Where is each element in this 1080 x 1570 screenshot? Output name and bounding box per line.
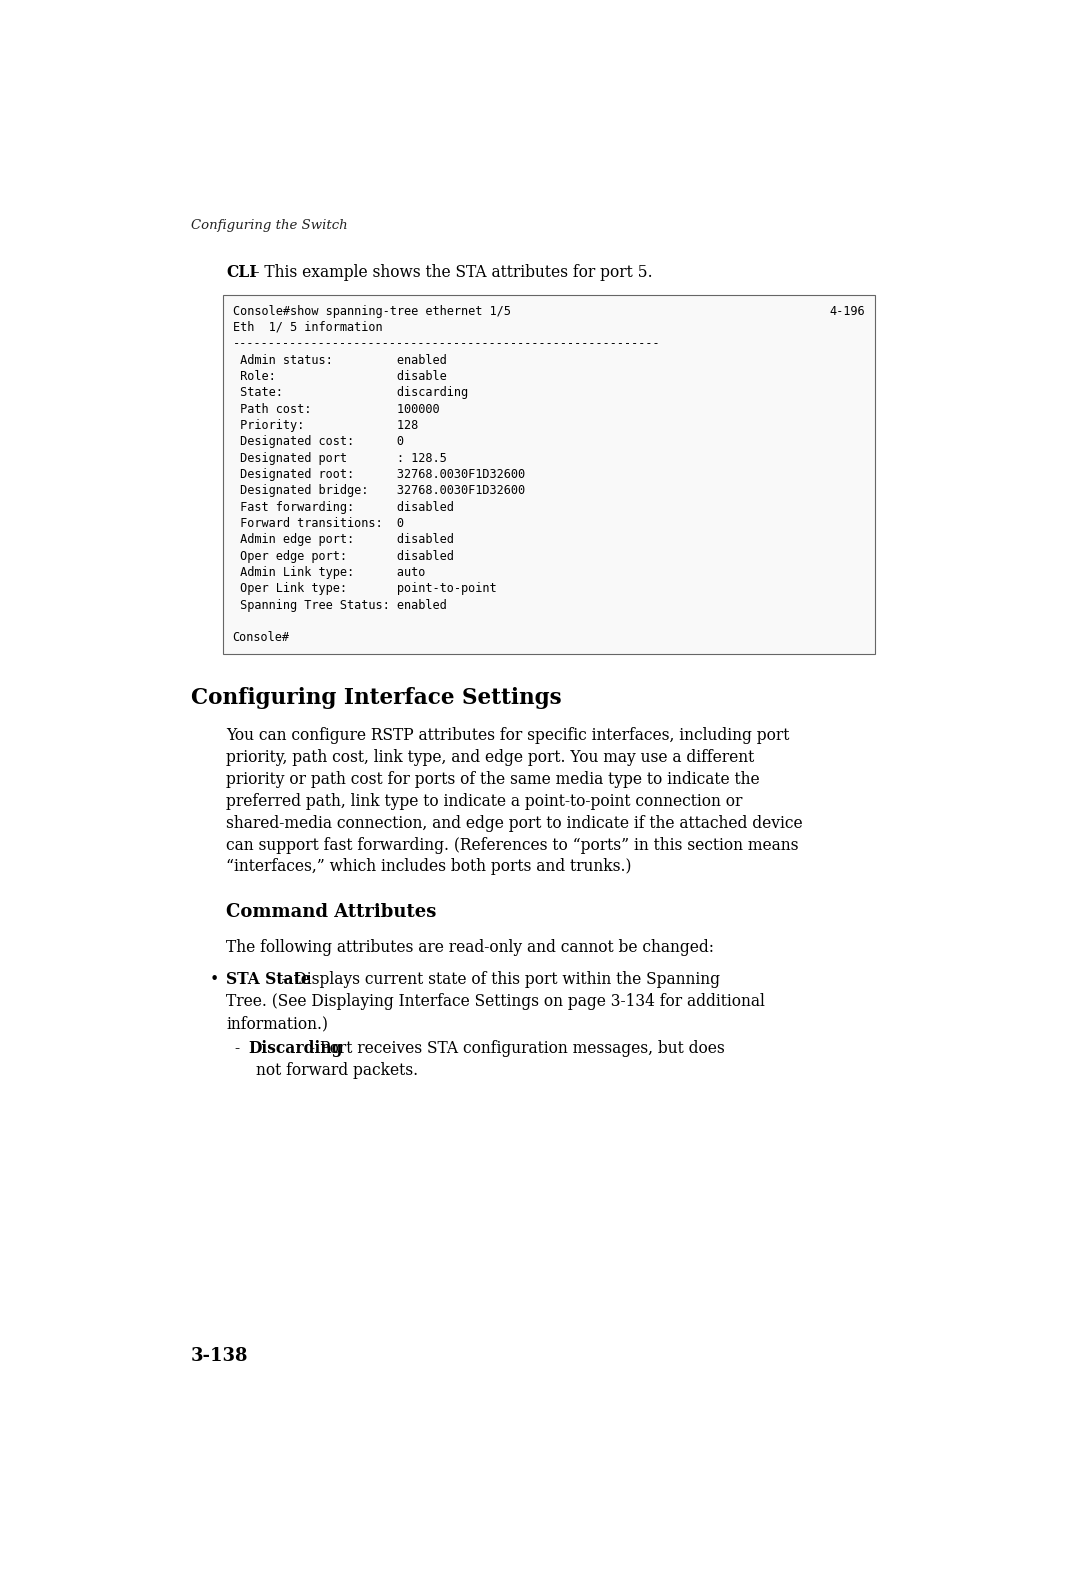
Text: can support fast forwarding. (References to “ports” in this section means: can support fast forwarding. (References… <box>227 837 799 854</box>
Text: •: • <box>210 972 218 988</box>
Text: State:                discarding: State: discarding <box>232 386 468 399</box>
Text: Console#show spanning-tree ethernet 1/5: Console#show spanning-tree ethernet 1/5 <box>232 305 511 317</box>
Text: Admin Link type:      auto: Admin Link type: auto <box>232 565 426 579</box>
Text: “interfaces,” which includes both ports and trunks.): “interfaces,” which includes both ports … <box>227 859 632 876</box>
Text: STA State: STA State <box>227 972 311 988</box>
Text: Fast forwarding:      disabled: Fast forwarding: disabled <box>232 501 454 513</box>
Text: priority or path cost for ports of the same media type to indicate the: priority or path cost for ports of the s… <box>227 771 760 788</box>
Text: Discarding: Discarding <box>248 1041 342 1057</box>
Text: Oper edge port:       disabled: Oper edge port: disabled <box>232 550 454 562</box>
Bar <box>222 295 875 655</box>
Text: CLI: CLI <box>227 264 257 281</box>
Text: Oper Link type:       point-to-point: Oper Link type: point-to-point <box>232 582 497 595</box>
Text: Designated port       : 128.5: Designated port : 128.5 <box>232 452 446 465</box>
Text: 3-138: 3-138 <box>191 1347 248 1364</box>
Text: Designated root:      32768.0030F1D32600: Designated root: 32768.0030F1D32600 <box>232 468 525 480</box>
Text: Priority:             128: Priority: 128 <box>232 419 418 432</box>
Text: Admin status:         enabled: Admin status: enabled <box>232 353 446 367</box>
Text: Forward transitions:  0: Forward transitions: 0 <box>232 517 404 531</box>
Text: -: - <box>234 1041 240 1057</box>
Text: Configuring Interface Settings: Configuring Interface Settings <box>191 686 562 708</box>
Text: You can configure RSTP attributes for specific interfaces, including port: You can configure RSTP attributes for sp… <box>227 727 789 744</box>
Text: priority, path cost, link type, and edge port. You may use a different: priority, path cost, link type, and edge… <box>227 749 755 766</box>
Text: Spanning Tree Status: enabled: Spanning Tree Status: enabled <box>232 598 446 611</box>
Text: Console#: Console# <box>232 631 289 644</box>
Text: Role:                 disable: Role: disable <box>232 371 446 383</box>
Text: 4-196: 4-196 <box>829 305 865 317</box>
Text: The following attributes are read-only and cannot be changed:: The following attributes are read-only a… <box>227 939 715 956</box>
Text: Designated bridge:    32768.0030F1D32600: Designated bridge: 32768.0030F1D32600 <box>232 484 525 498</box>
Text: - Port receives STA configuration messages, but does: - Port receives STA configuration messag… <box>305 1041 725 1057</box>
Text: Eth  1/ 5 information: Eth 1/ 5 information <box>232 320 382 334</box>
Text: Configuring the Switch: Configuring the Switch <box>191 220 348 232</box>
Text: – Displays current state of this port within the Spanning: – Displays current state of this port wi… <box>278 972 720 988</box>
Text: Path cost:            100000: Path cost: 100000 <box>232 402 440 416</box>
Text: shared-media connection, and edge port to indicate if the attached device: shared-media connection, and edge port t… <box>227 815 804 832</box>
Text: Tree. (See Displaying Interface Settings on page 3-134 for additional: Tree. (See Displaying Interface Settings… <box>227 994 766 1010</box>
Text: preferred path, link type to indicate a point-to-point connection or: preferred path, link type to indicate a … <box>227 793 743 810</box>
Text: Designated cost:      0: Designated cost: 0 <box>232 435 404 449</box>
Text: – This example shows the STA attributes for port 5.: – This example shows the STA attributes … <box>247 264 652 281</box>
Text: not forward packets.: not forward packets. <box>256 1063 418 1079</box>
Text: information.): information.) <box>227 1016 328 1031</box>
Text: ------------------------------------------------------------: ----------------------------------------… <box>232 338 660 350</box>
Text: Command Attributes: Command Attributes <box>227 903 436 922</box>
Text: Admin edge port:      disabled: Admin edge port: disabled <box>232 534 454 546</box>
